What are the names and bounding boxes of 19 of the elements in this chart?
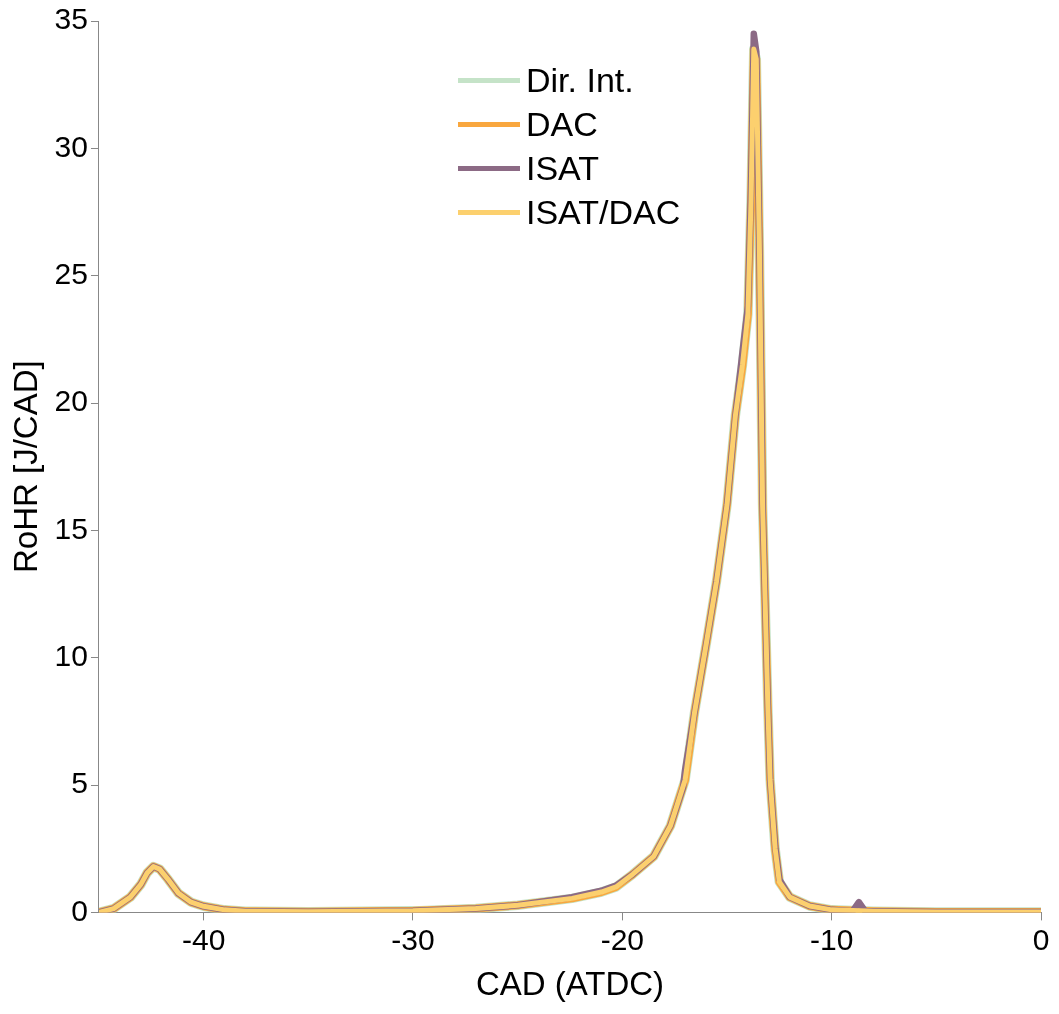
x-axis-title: CAD (ATDC) xyxy=(475,965,665,1003)
y-tick-label: 10 xyxy=(54,638,88,672)
legend-label: Dir. Int. xyxy=(526,60,634,101)
y-tick-label: 25 xyxy=(54,256,88,290)
y-tick-label: 5 xyxy=(71,766,88,800)
y-tick-label: 35 xyxy=(54,2,88,36)
legend-label: ISAT/DAC xyxy=(526,192,681,233)
legend-label: DAC xyxy=(526,104,598,145)
y-axis-title: RoHR [J/CAD] xyxy=(6,360,44,574)
y-tick-label: 20 xyxy=(54,384,88,418)
x-tick-label: 0 xyxy=(1032,922,1050,956)
x-tick-label: -30 xyxy=(391,922,435,956)
x-tick-label: -40 xyxy=(181,922,226,956)
y-tick-label: 0 xyxy=(71,893,88,927)
y-tick-label: 30 xyxy=(54,129,88,163)
legend-label: ISAT xyxy=(526,148,600,189)
y-tick-label: 15 xyxy=(54,511,88,545)
x-tick-label: -20 xyxy=(600,922,644,956)
x-tick-label: -10 xyxy=(809,922,854,956)
